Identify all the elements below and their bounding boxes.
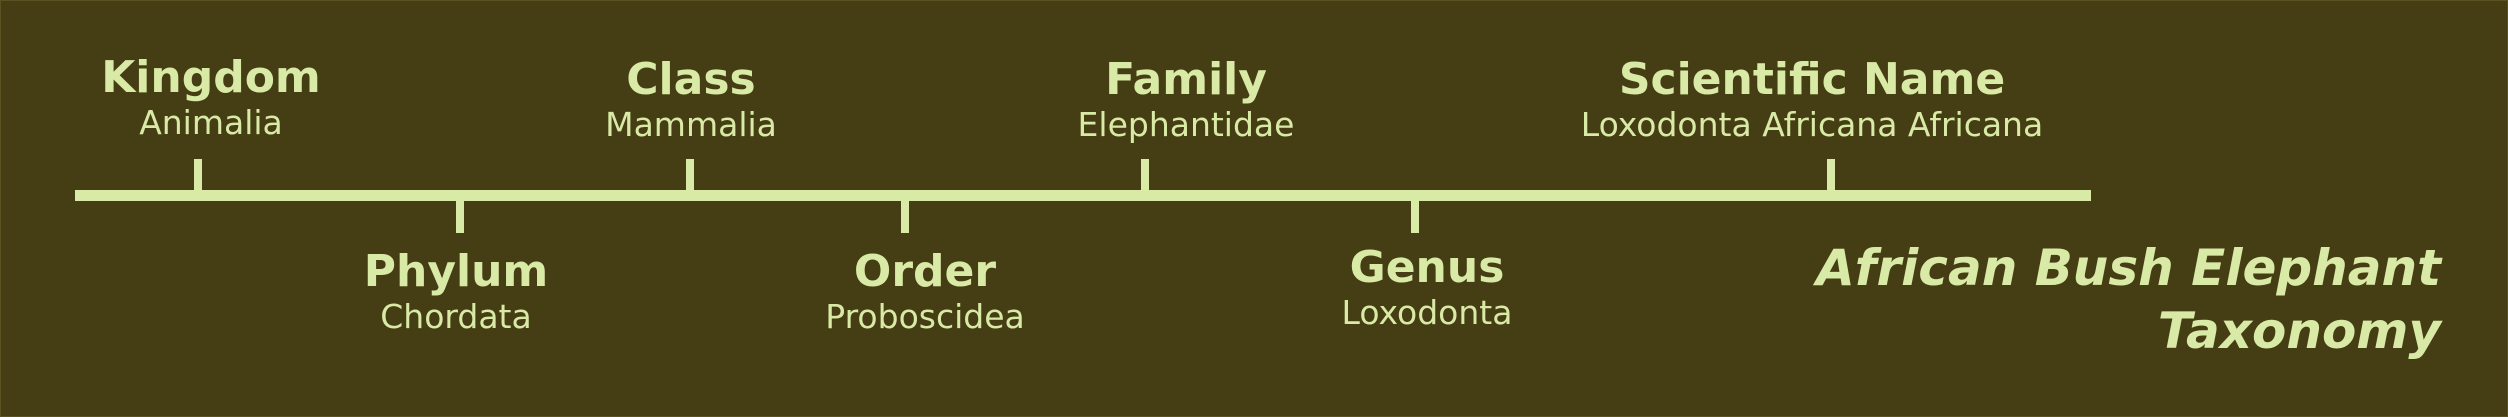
timeline-line (75, 190, 2091, 201)
rank-label-genus: Genus Loxodonta (1342, 243, 1513, 333)
rank-name: Genus (1349, 242, 1505, 293)
diagram-title-line1: African Bush Elephant (1816, 239, 2441, 297)
rank-label-kingdom: Kingdom Animalia (101, 53, 321, 143)
taxon-name: Chordata (380, 297, 532, 336)
rank-name: Family (1105, 54, 1267, 105)
rank-name: Phylum (363, 246, 549, 297)
taxon-name: Proboscidea (825, 297, 1025, 336)
rank-name: Order (853, 246, 997, 297)
rank-label-class: Class Mammalia (605, 55, 777, 145)
tick-class (686, 159, 694, 191)
tick-scientific-name (1827, 159, 1835, 191)
tick-kingdom (194, 159, 202, 191)
tick-order (901, 201, 909, 233)
rank-label-family: Family Elephantidae (1078, 55, 1295, 145)
diagram-title-line2: Taxonomy (2157, 302, 2441, 360)
diagram-title: African Bush Elephant Taxonomy (1816, 237, 2441, 363)
tick-genus (1411, 201, 1419, 233)
taxon-name: Loxodonta (1341, 293, 1513, 332)
taxon-name: Elephantidae (1077, 105, 1295, 144)
rank-label-scientific-name: Scientific Name Loxodonta Africana Afric… (1581, 55, 2043, 145)
tick-phylum (456, 201, 464, 233)
taxon-name: Animalia (139, 103, 283, 142)
taxon-name: Mammalia (605, 105, 777, 144)
rank-label-order: Order Proboscidea (825, 247, 1024, 337)
tick-family (1141, 159, 1149, 191)
taxon-name: Loxodonta Africana Africana (1580, 105, 2044, 144)
rank-name: Class (626, 54, 756, 105)
rank-name: Kingdom (101, 52, 321, 103)
rank-name: Scientific Name (1618, 54, 2006, 105)
rank-label-phylum: Phylum Chordata (364, 247, 549, 337)
